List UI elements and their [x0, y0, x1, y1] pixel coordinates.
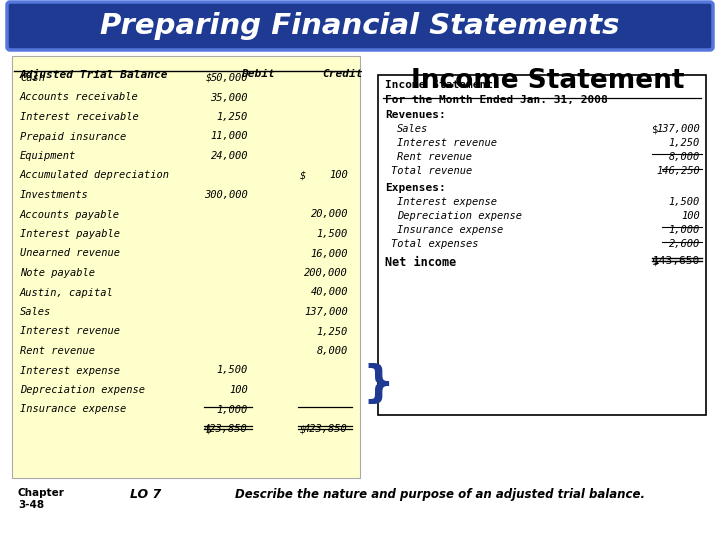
Text: 423,850: 423,850 [204, 424, 248, 434]
Text: Equipment: Equipment [20, 151, 76, 161]
Text: Describe the nature and purpose of an adjusted trial balance.: Describe the nature and purpose of an ad… [235, 488, 645, 501]
Text: 35,000: 35,000 [210, 92, 248, 103]
Text: 1,500: 1,500 [217, 366, 248, 375]
Text: $: $ [652, 124, 658, 134]
Text: $: $ [206, 73, 212, 83]
Text: 1,000: 1,000 [217, 404, 248, 415]
Text: $: $ [206, 424, 212, 434]
Text: Interest revenue: Interest revenue [397, 138, 497, 148]
Text: 100: 100 [329, 171, 348, 180]
Text: Total expenses: Total expenses [391, 239, 479, 249]
Text: For the Month Ended Jan. 31, 2008: For the Month Ended Jan. 31, 2008 [385, 95, 608, 105]
Bar [12, 56, 360, 478]
Text: $: $ [300, 171, 306, 180]
Text: Preparing Financial Statements: Preparing Financial Statements [100, 12, 620, 40]
Text: 423,850: 423,850 [305, 424, 348, 434]
Text: 8,000: 8,000 [317, 346, 348, 356]
Text: Accumulated depreciation: Accumulated depreciation [20, 171, 170, 180]
FancyBboxPatch shape [7, 2, 713, 50]
Text: Investments: Investments [20, 190, 89, 200]
Text: 146,250: 146,250 [656, 166, 700, 176]
Text: Income Statement: Income Statement [411, 68, 685, 94]
Text: Accounts receivable: Accounts receivable [20, 92, 139, 103]
Text: Unearned revenue: Unearned revenue [20, 248, 120, 259]
Text: Austin, capital: Austin, capital [20, 287, 114, 298]
Text: 24,000: 24,000 [210, 151, 248, 161]
Bar [378, 75, 706, 415]
Text: }: } [362, 363, 394, 407]
Text: Total revenue: Total revenue [391, 166, 472, 176]
Text: 300,000: 300,000 [204, 190, 248, 200]
Text: Expenses:: Expenses: [385, 183, 446, 193]
Text: Rent revenue: Rent revenue [20, 346, 95, 356]
Text: 100: 100 [681, 211, 700, 221]
Text: 100: 100 [229, 385, 248, 395]
Text: 137,000: 137,000 [305, 307, 348, 317]
Text: Interest receivable: Interest receivable [20, 112, 139, 122]
Text: Interest revenue: Interest revenue [20, 327, 120, 336]
Text: 11,000: 11,000 [210, 132, 248, 141]
Text: 8,000: 8,000 [669, 152, 700, 162]
Text: 1,000: 1,000 [669, 225, 700, 235]
Text: 143,650: 143,650 [653, 256, 700, 266]
Text: Prepaid insurance: Prepaid insurance [20, 132, 126, 141]
Text: 1,250: 1,250 [217, 112, 248, 122]
Text: 1,250: 1,250 [317, 327, 348, 336]
Text: $: $ [300, 424, 306, 434]
Text: Net income: Net income [385, 256, 456, 269]
Text: 20,000: 20,000 [310, 210, 348, 219]
Text: Revenues:: Revenues: [385, 110, 446, 120]
Text: Sales: Sales [20, 307, 51, 317]
Text: 1,500: 1,500 [669, 197, 700, 207]
Text: Cash: Cash [20, 73, 45, 83]
Text: Sales: Sales [397, 124, 428, 134]
Text: LO 7: LO 7 [130, 488, 161, 501]
Text: 200,000: 200,000 [305, 268, 348, 278]
Text: Insurance expense: Insurance expense [20, 404, 126, 415]
Text: Insurance expense: Insurance expense [397, 225, 503, 235]
Text: Credit: Credit [323, 69, 364, 79]
Text: 16,000: 16,000 [310, 248, 348, 259]
Text: Depreciation expense: Depreciation expense [397, 211, 522, 221]
Text: 1,500: 1,500 [317, 229, 348, 239]
Text: 137,000: 137,000 [656, 124, 700, 134]
Text: Note payable: Note payable [20, 268, 95, 278]
Text: Rent revenue: Rent revenue [397, 152, 472, 162]
Text: Chapter
3-48: Chapter 3-48 [18, 488, 65, 510]
Text: Accounts payable: Accounts payable [20, 210, 120, 219]
Text: Debit: Debit [241, 69, 275, 79]
Text: Interest expense: Interest expense [20, 366, 120, 375]
Text: 2,600: 2,600 [669, 239, 700, 249]
Text: Depreciation expense: Depreciation expense [20, 385, 145, 395]
Text: 40,000: 40,000 [310, 287, 348, 298]
Text: Adjusted Trial Balance: Adjusted Trial Balance [20, 69, 168, 80]
Text: $: $ [652, 256, 659, 266]
Text: Interest expense: Interest expense [397, 197, 497, 207]
Text: Income Statement: Income Statement [385, 80, 493, 90]
Text: Interest payable: Interest payable [20, 229, 120, 239]
Text: 1,250: 1,250 [669, 138, 700, 148]
Text: 50,000: 50,000 [210, 73, 248, 83]
